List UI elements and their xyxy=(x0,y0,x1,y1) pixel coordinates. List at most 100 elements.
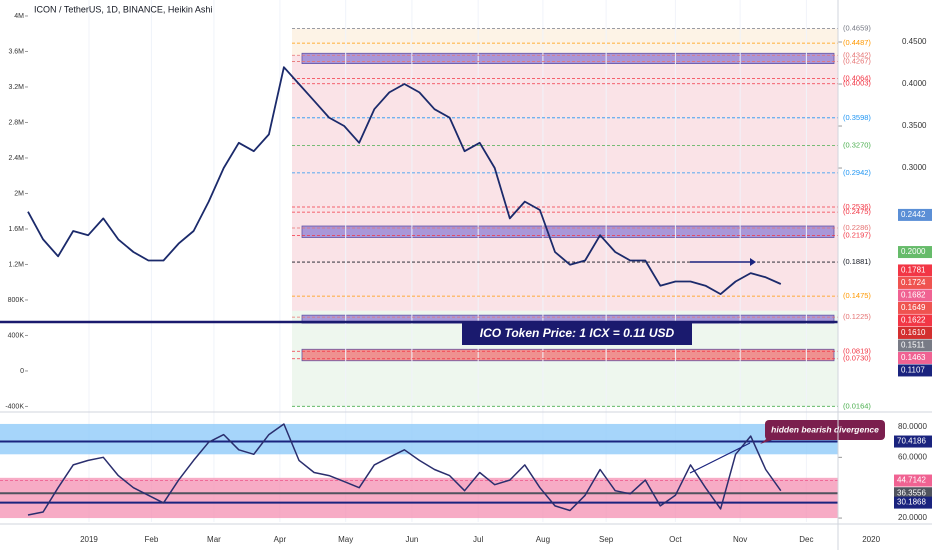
y-tick-label: 3.2M xyxy=(8,84,24,91)
overbought-band xyxy=(0,423,838,455)
y-tick-label: 1.6M xyxy=(8,226,24,233)
price-tag-label: 0.1463 xyxy=(901,353,926,362)
rsi-tag-label: 44.7142 xyxy=(897,476,926,485)
x-tick-label: 2020 xyxy=(862,535,880,544)
y-tick-label: 2M xyxy=(14,190,24,197)
level-box xyxy=(301,348,835,362)
price-tag xyxy=(898,276,932,289)
y-tick-label: 2.8M xyxy=(8,119,24,126)
x-tick-label: Oct xyxy=(669,535,682,544)
fib-level-label: (0.4659) xyxy=(843,24,871,33)
y-tick-label: 4M xyxy=(14,13,24,20)
fib-level-label: (0.1881) xyxy=(843,257,871,266)
annotation-box xyxy=(462,323,692,345)
divergence-label: hidden bearish divergence xyxy=(771,424,879,434)
fib-level-label: (0.1225) xyxy=(843,312,871,321)
annotation: ICO Token Price: 1 ICX = 0.11 USD xyxy=(480,326,675,340)
rsi-tag xyxy=(894,487,932,500)
price-tag-label: 0.2000 xyxy=(901,247,926,256)
price-tag-label: 0.2442 xyxy=(901,210,926,219)
y2-tick-label: 0.3000 xyxy=(902,163,927,172)
level-box xyxy=(301,225,835,238)
rsi-tick-label: 60.0000 xyxy=(898,452,927,461)
x-tick-label: Jun xyxy=(405,535,418,544)
divergence-line xyxy=(689,442,751,474)
price-tag xyxy=(898,264,932,277)
price-tag-label: 0.1724 xyxy=(901,278,926,287)
fib-level-label: (0.2475) xyxy=(843,207,871,216)
level-box xyxy=(301,52,835,64)
y-tick-label: 0 xyxy=(20,368,24,375)
y-tick-label: 400K xyxy=(8,332,25,339)
price-tag xyxy=(898,208,932,221)
x-tick-label: May xyxy=(338,535,353,544)
top-zone xyxy=(292,28,838,56)
arrow-head xyxy=(750,258,756,266)
price-tag xyxy=(898,351,932,364)
divergence-box xyxy=(765,420,885,440)
price-tag-label: 0.1622 xyxy=(901,316,926,325)
fib-level-label: (0.1475) xyxy=(843,291,871,300)
x-tick-label: Feb xyxy=(145,535,159,544)
x-tick-label: Jul xyxy=(473,535,483,544)
pink-zone xyxy=(292,55,838,311)
x-tick-label: Sep xyxy=(599,535,614,544)
oversold-band xyxy=(0,477,838,519)
y-tick-label: 800K xyxy=(8,297,25,304)
fib-level-label: (0.2942) xyxy=(843,168,871,177)
fib-level-label: (0.2286) xyxy=(843,223,871,232)
fib-level-label: (0.4267) xyxy=(843,57,871,66)
fib-level-label: (0.3598) xyxy=(843,113,871,122)
fib-level-label: (0.2197) xyxy=(843,230,871,239)
chart-title: ICON / TetherUS, 1D, BINANCE, Heikin Ash… xyxy=(34,4,212,14)
fib-level-label: (0.0164) xyxy=(843,401,871,410)
price-tag-label: 0.1649 xyxy=(901,303,926,312)
fib-level-label: (0.4487) xyxy=(843,38,871,47)
rsi-tag xyxy=(894,435,932,448)
rsi-tick-label: 20.0000 xyxy=(898,513,927,522)
x-tick-label: Mar xyxy=(207,535,221,544)
price-tag xyxy=(898,364,932,377)
rsi-tag xyxy=(894,496,932,509)
y-tick-label: 1.2M xyxy=(8,261,24,268)
x-tick-label: Apr xyxy=(274,535,287,544)
fib-level-label: (0.2536) xyxy=(843,202,871,211)
rsi-tag-label: 70.4186 xyxy=(897,437,926,446)
fib-level-label: (0.0819) xyxy=(843,346,871,355)
rsi-tick-label: 80.0000 xyxy=(898,422,927,431)
fib-level-label: (0.3270) xyxy=(843,140,871,149)
price-tag xyxy=(898,289,932,302)
fib-level-label: (0.4064) xyxy=(843,74,871,83)
price-tag-label: 0.1781 xyxy=(901,266,926,275)
price-tag-label: 0.1107 xyxy=(901,366,925,375)
series-line xyxy=(27,66,782,295)
price-tag xyxy=(898,246,932,259)
price-tag xyxy=(898,339,932,352)
y-tick-label: -400K xyxy=(5,403,24,410)
series-line xyxy=(27,423,782,516)
y-tick-label: 3.6M xyxy=(8,48,24,55)
divergence-pointer xyxy=(760,436,778,444)
y2-tick-label: 0.3500 xyxy=(902,121,927,130)
y2-tick-label: 0.4000 xyxy=(902,79,927,88)
x-tick-label: Aug xyxy=(536,535,550,544)
rsi-tag xyxy=(894,474,932,487)
fib-level-label: (0.4342) xyxy=(843,50,871,59)
price-tag xyxy=(898,301,932,314)
fib-level-label: (0.4003) xyxy=(843,79,871,88)
fib-level-label: (0.0730) xyxy=(843,354,871,363)
rsi-tag-label: 30.1868 xyxy=(897,498,926,507)
price-tag xyxy=(898,314,932,327)
price-tag-label: 0.1682 xyxy=(901,291,926,300)
y-tick-label: 2.4M xyxy=(8,155,24,162)
x-tick-label: 2019 xyxy=(80,535,98,544)
price-tag xyxy=(898,326,932,339)
y2-tick-label: 0.4500 xyxy=(902,37,927,46)
x-tick-label: Nov xyxy=(733,535,747,544)
rsi-tag-label: 36.3556 xyxy=(897,488,926,497)
x-tick-label: Dec xyxy=(799,535,813,544)
price-tag-label: 0.1511 xyxy=(901,341,925,350)
